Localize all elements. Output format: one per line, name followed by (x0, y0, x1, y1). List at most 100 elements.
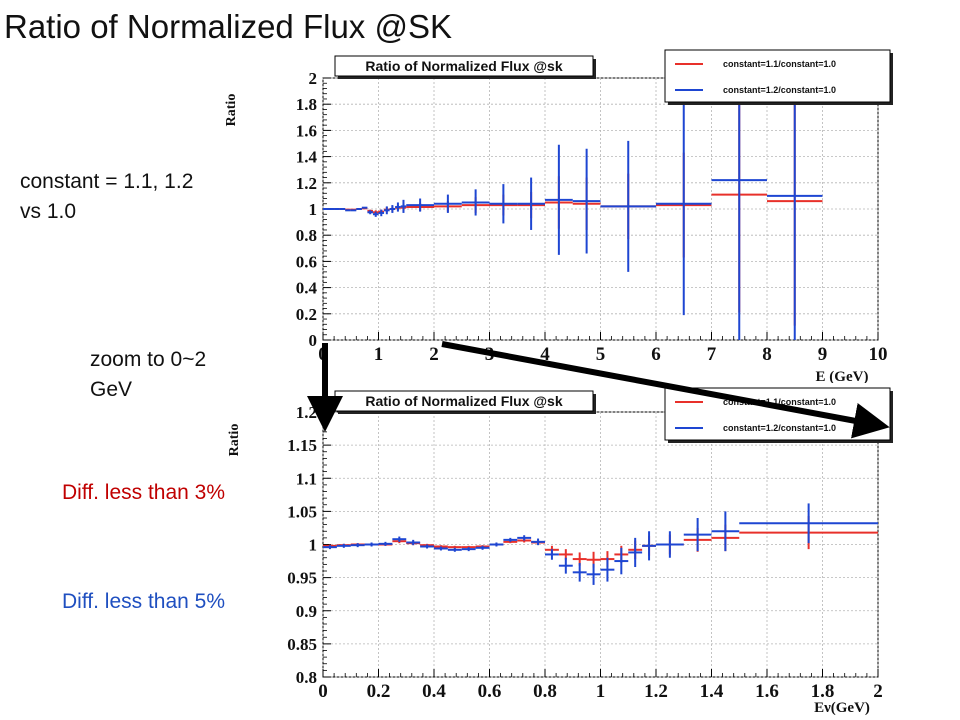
x-tick-label: 0.6 (478, 681, 502, 702)
y-tick-label: 1.8 (296, 95, 317, 114)
constant-note-line1: constant = 1.1, 1.2 (20, 170, 194, 193)
chart-full-range: 01234567891000.20.40.60.811.21.41.61.82R… (224, 49, 910, 385)
y-tick-label: 1 (309, 536, 318, 555)
data-point (328, 208, 335, 210)
y-tick-label: 0.8 (296, 668, 317, 687)
y-tick-label: 0.2 (296, 305, 317, 324)
y-tick-label: 1.2 (296, 403, 317, 422)
data-point (545, 144, 573, 255)
data-point (406, 198, 434, 212)
data-point (420, 544, 434, 549)
data-point (392, 536, 407, 542)
y-tick-label: 1.4 (296, 148, 318, 167)
data-point (600, 140, 656, 272)
chart-title-box (334, 55, 594, 77)
x-tick-label: 6 (651, 344, 661, 365)
chart-zoomed: 0 0.2 0.4 0.6 0.8 1 1.2 1.4 1.6 1.8 2 0.8 0.85 0.9 0.9… (227, 383, 910, 716)
data-point (350, 209, 357, 212)
data-point (517, 535, 532, 541)
y-tick-label: 0.95 (287, 569, 317, 588)
data-point (558, 557, 573, 574)
y-axis-label: Ratio (224, 94, 239, 127)
data-point (503, 537, 518, 542)
y-tick-label: 1.1 (296, 469, 317, 488)
data-point (767, 78, 823, 340)
zoom-note-line1: zoom to 0~2 (90, 348, 207, 371)
data-point (434, 546, 448, 551)
x-tick-label: 1.4 (700, 681, 724, 702)
data-point (461, 189, 490, 216)
data-point (739, 503, 878, 544)
x-tick-label: 1.8 (811, 681, 835, 702)
data-point (614, 547, 629, 575)
legend-box (664, 49, 891, 103)
y-tick-label: 0.4 (296, 279, 318, 298)
x-tick-label: 2 (429, 344, 439, 365)
data-point (336, 543, 351, 548)
x-axis-label: E (GeV) (816, 369, 869, 385)
slide-title: Ratio of Normalized Flux @SK (4, 8, 452, 45)
x-tick-label: 0.2 (367, 681, 391, 702)
data-point (475, 545, 490, 550)
data-point (447, 547, 462, 552)
data-point (711, 78, 767, 340)
data-point (350, 543, 365, 548)
y-tick-label: 1 (309, 200, 318, 219)
y-tick-label: 2 (309, 69, 318, 88)
chart-title: Ratio of Normalized Flux @sk (365, 58, 562, 74)
constant-note-line2: vs 1.0 (20, 200, 77, 224)
x-tick-label: 8 (762, 344, 772, 365)
y-tick-label: 1.2 (296, 174, 317, 193)
data-point (378, 209, 385, 217)
x-tick-label: 1 (374, 344, 384, 365)
data-point (656, 92, 712, 316)
data-point (378, 541, 393, 546)
data-point (628, 537, 643, 568)
data-point (572, 563, 587, 582)
legend-entry: constant=1.1/constant=1.0 (723, 59, 836, 69)
data-point (600, 557, 615, 582)
data-point (389, 205, 396, 213)
y-tick-label: 0.9 (296, 602, 317, 621)
data-point (400, 199, 407, 213)
y-tick-label: 1.15 (287, 436, 317, 455)
data-point (683, 518, 712, 552)
x-tick-label: 1.6 (755, 681, 779, 702)
data-point (656, 531, 684, 558)
data-point (384, 206, 390, 215)
diff-blue-note: Diff. less than 5% (62, 590, 226, 613)
data-point (356, 208, 362, 210)
zoom-note-line2: GeV (90, 378, 133, 402)
data-point (572, 148, 601, 254)
y-tick-label: 0.6 (296, 252, 317, 271)
x-tick-label: 9 (818, 344, 828, 365)
data-point (345, 209, 351, 212)
data-point (489, 542, 504, 547)
chart-title: Ratio of Normalized Flux @sk (365, 393, 562, 409)
data-point (711, 511, 740, 552)
data-point (586, 563, 601, 585)
x-tick-label: 1 (596, 681, 606, 702)
y-tick-label: 1.6 (296, 121, 317, 140)
x-tick-label: 5 (596, 344, 606, 365)
data-point (339, 208, 346, 210)
x-tick-label: 0.8 (533, 681, 557, 702)
data-point (531, 538, 545, 546)
y-tick-label: 0.8 (296, 226, 317, 245)
x-tick-label: 1.2 (644, 681, 668, 702)
data-point (323, 545, 337, 550)
zoom-arrow-right (441, 341, 890, 439)
x-tick-label: 0.4 (422, 681, 446, 702)
data-point (461, 547, 476, 552)
constant-note: constant = 1.1, 1.2 vs 1.0 (20, 167, 193, 228)
data-point (323, 208, 329, 210)
data-point (642, 531, 656, 561)
data-point (517, 177, 545, 230)
y-tick-label: 1.05 (287, 502, 317, 521)
x-tick-label: 0 (318, 681, 328, 702)
x-tick-label: 4 (540, 344, 550, 365)
data-point (489, 184, 518, 224)
diff-red-note: Diff. less than 3% (62, 481, 226, 504)
y-axis-label: Ratio (227, 424, 242, 457)
